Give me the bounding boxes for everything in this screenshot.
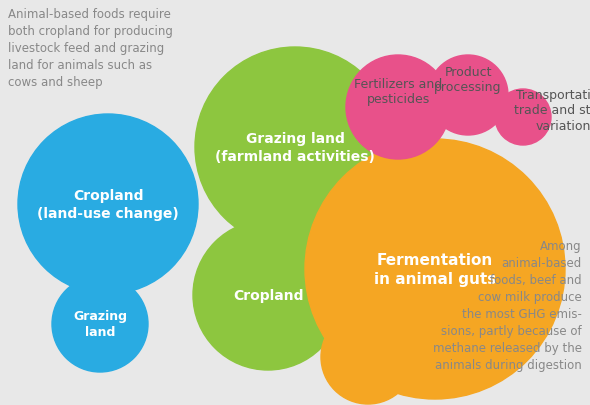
Circle shape — [428, 56, 508, 136]
Text: Transportation,
trade and stock
variation: Transportation, trade and stock variatio… — [514, 88, 590, 133]
Text: Grazing
land: Grazing land — [73, 310, 127, 339]
Circle shape — [346, 56, 450, 160]
Text: Animal-based foods require
both cropland for producing
livestock feed and grazin: Animal-based foods require both cropland… — [8, 8, 173, 89]
Text: Fertilizers and
pesticides: Fertilizers and pesticides — [354, 77, 442, 106]
Circle shape — [495, 90, 551, 146]
Circle shape — [195, 48, 395, 247]
Circle shape — [321, 310, 415, 404]
Text: Among
animal-based
foods, beef and
cow milk produce
the most GHG emis-
sions, pa: Among animal-based foods, beef and cow m… — [433, 239, 582, 371]
Text: Fermentation
in animal guts: Fermentation in animal guts — [374, 253, 496, 286]
Circle shape — [193, 220, 343, 370]
Text: Cropland
(land-use change): Cropland (land-use change) — [37, 189, 179, 220]
Circle shape — [18, 115, 198, 294]
Text: Product
processing: Product processing — [434, 65, 502, 94]
Circle shape — [305, 140, 565, 399]
Circle shape — [52, 276, 148, 372]
Text: Grazing land
(farmland activities): Grazing land (farmland activities) — [215, 132, 375, 163]
Text: Cropland: Cropland — [232, 288, 303, 302]
